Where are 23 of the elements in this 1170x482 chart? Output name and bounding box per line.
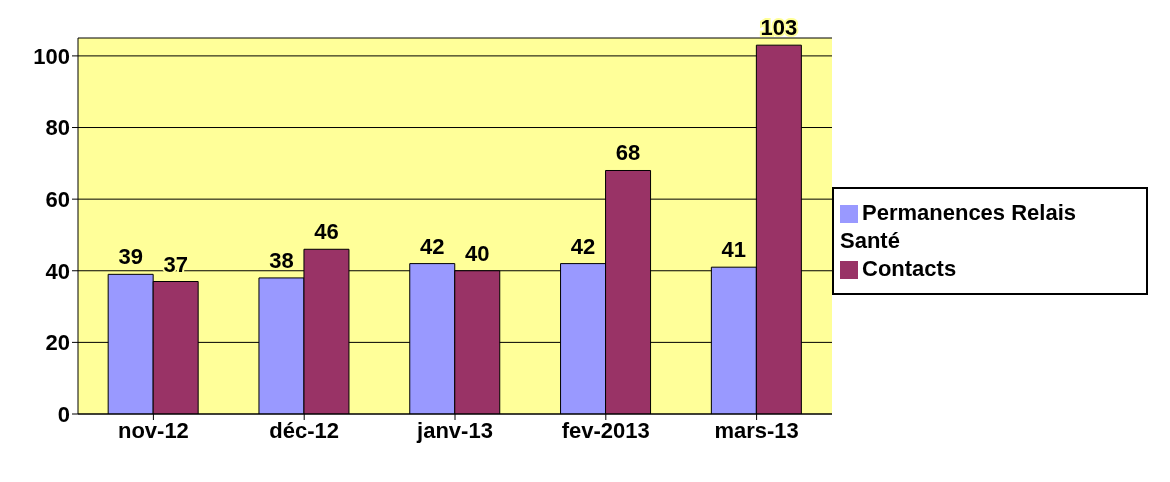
data-label: 46 [314, 219, 339, 245]
data-label: 42 [570, 233, 596, 259]
legend-label: Permanences Relais Santé [840, 200, 1077, 253]
y-tick-label: 40 [45, 258, 70, 284]
data-label: 40 [465, 240, 490, 266]
data-label: 39 [118, 244, 143, 270]
data-label: 42 [420, 233, 445, 259]
x-tick-label: janv-13 [416, 417, 493, 443]
data-label: 38 [269, 247, 294, 273]
data-label: 37 [163, 251, 188, 277]
y-tick-label: 60 [45, 186, 70, 212]
y-tick-label: 80 [45, 115, 70, 141]
x-tick-label: nov-12 [117, 417, 189, 443]
x-tick-label: fev-2013 [561, 417, 650, 443]
data-label: 103 [760, 15, 798, 41]
data-label: 41 [721, 237, 747, 263]
data-label: 68 [615, 140, 641, 166]
y-tick-label: 20 [45, 330, 70, 356]
y-tick-label: 0 [57, 401, 70, 427]
y-tick-label: 100 [33, 43, 70, 69]
x-tick-label: déc-12 [269, 417, 340, 443]
legend-label: Contacts [862, 256, 957, 281]
x-tick-label: mars-13 [714, 417, 799, 443]
